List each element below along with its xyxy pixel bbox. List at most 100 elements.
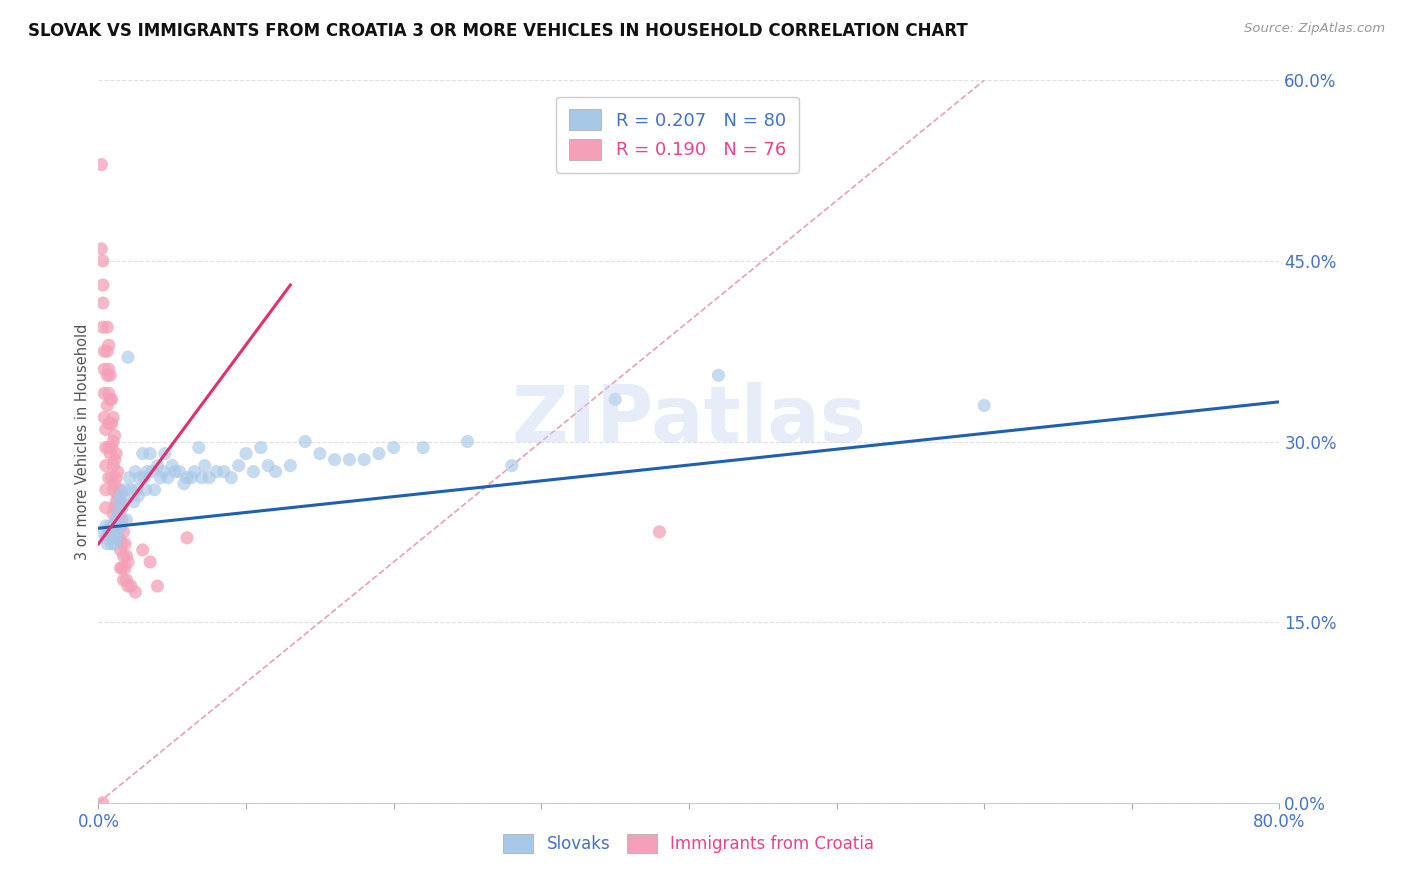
Point [90,242,112,256]
Point [91,796,114,810]
Point [136,465,159,479]
Point [309,446,332,460]
Point [108,507,131,521]
Point [103,410,125,425]
Point [339,452,361,467]
Point [127,489,149,503]
Point [107,513,129,527]
Point [100,392,122,407]
Point [94,458,117,473]
Point [91,320,114,334]
Point [97,386,120,401]
Text: SLOVAK VS IMMIGRANTS FROM CROATIA 3 OR MORE VEHICLES IN HOUSEHOLD CORRELATION CH: SLOVAK VS IMMIGRANTS FROM CROATIA 3 OR M… [28,22,967,40]
Point [176,470,198,484]
Point [124,465,146,479]
Point [194,458,217,473]
Point [100,417,122,431]
Point [198,470,221,484]
Point [114,483,136,497]
Point [146,458,169,473]
Point [180,470,202,484]
Point [108,483,131,497]
Point [973,398,995,412]
Point [96,320,118,334]
Point [111,500,134,515]
Point [104,476,127,491]
Point [501,458,523,473]
Point [125,483,148,497]
Point [294,434,316,449]
Point [97,417,120,431]
Point [169,465,191,479]
Point [97,338,120,352]
Point [117,555,139,569]
Point [205,465,228,479]
Point [176,531,198,545]
Point [105,470,128,484]
Point [94,422,117,436]
Point [280,458,302,473]
Point [105,446,128,460]
Point [112,573,135,587]
Point [134,470,156,484]
Point [110,489,132,503]
Point [98,518,121,533]
Point [105,494,128,508]
Point [93,386,115,401]
Point [103,518,125,533]
Point [112,549,135,563]
Point [108,531,131,545]
Point [412,441,434,455]
Point [242,465,264,479]
Point [183,465,205,479]
Point [162,458,183,473]
Point [112,524,135,539]
Point [235,446,257,460]
Point [104,500,127,515]
Point [97,441,120,455]
Point [111,537,134,551]
Point [98,446,121,460]
Point [368,446,391,460]
Point [94,441,117,455]
Point [382,441,405,455]
Point [212,465,235,479]
Point [115,513,138,527]
Point [110,518,132,533]
Point [103,531,125,545]
Point [105,524,128,539]
Point [94,500,117,515]
Point [98,531,121,545]
Point [228,458,250,473]
Point [103,524,125,539]
Point [94,483,117,497]
Text: Source: ZipAtlas.com: Source: ZipAtlas.com [1244,22,1385,36]
Point [93,362,115,376]
Point [90,157,112,171]
Point [103,434,125,449]
Point [103,507,125,521]
Point [91,253,114,268]
Point [111,561,134,575]
Point [173,476,195,491]
Point [114,561,136,575]
Point [153,446,176,460]
Point [165,465,187,479]
Point [97,470,120,484]
Point [96,398,118,412]
Point [91,296,114,310]
Point [128,470,150,484]
Text: ZIPatlas: ZIPatlas [512,382,866,458]
Point [97,524,120,539]
Point [110,542,132,557]
Point [139,446,162,460]
Point [104,537,127,551]
Point [143,483,166,497]
Point [118,470,141,484]
Point [96,344,118,359]
Point [110,494,132,508]
Point [120,483,142,497]
Point [111,513,134,527]
Point [112,489,135,503]
Point [107,507,129,521]
